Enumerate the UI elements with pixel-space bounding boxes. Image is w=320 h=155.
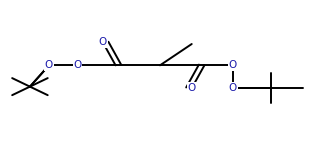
Text: O: O: [188, 83, 196, 93]
Text: O: O: [45, 60, 53, 70]
Text: O: O: [99, 38, 107, 47]
Text: O: O: [73, 60, 82, 70]
Text: O: O: [229, 60, 237, 70]
Text: O: O: [229, 83, 237, 93]
